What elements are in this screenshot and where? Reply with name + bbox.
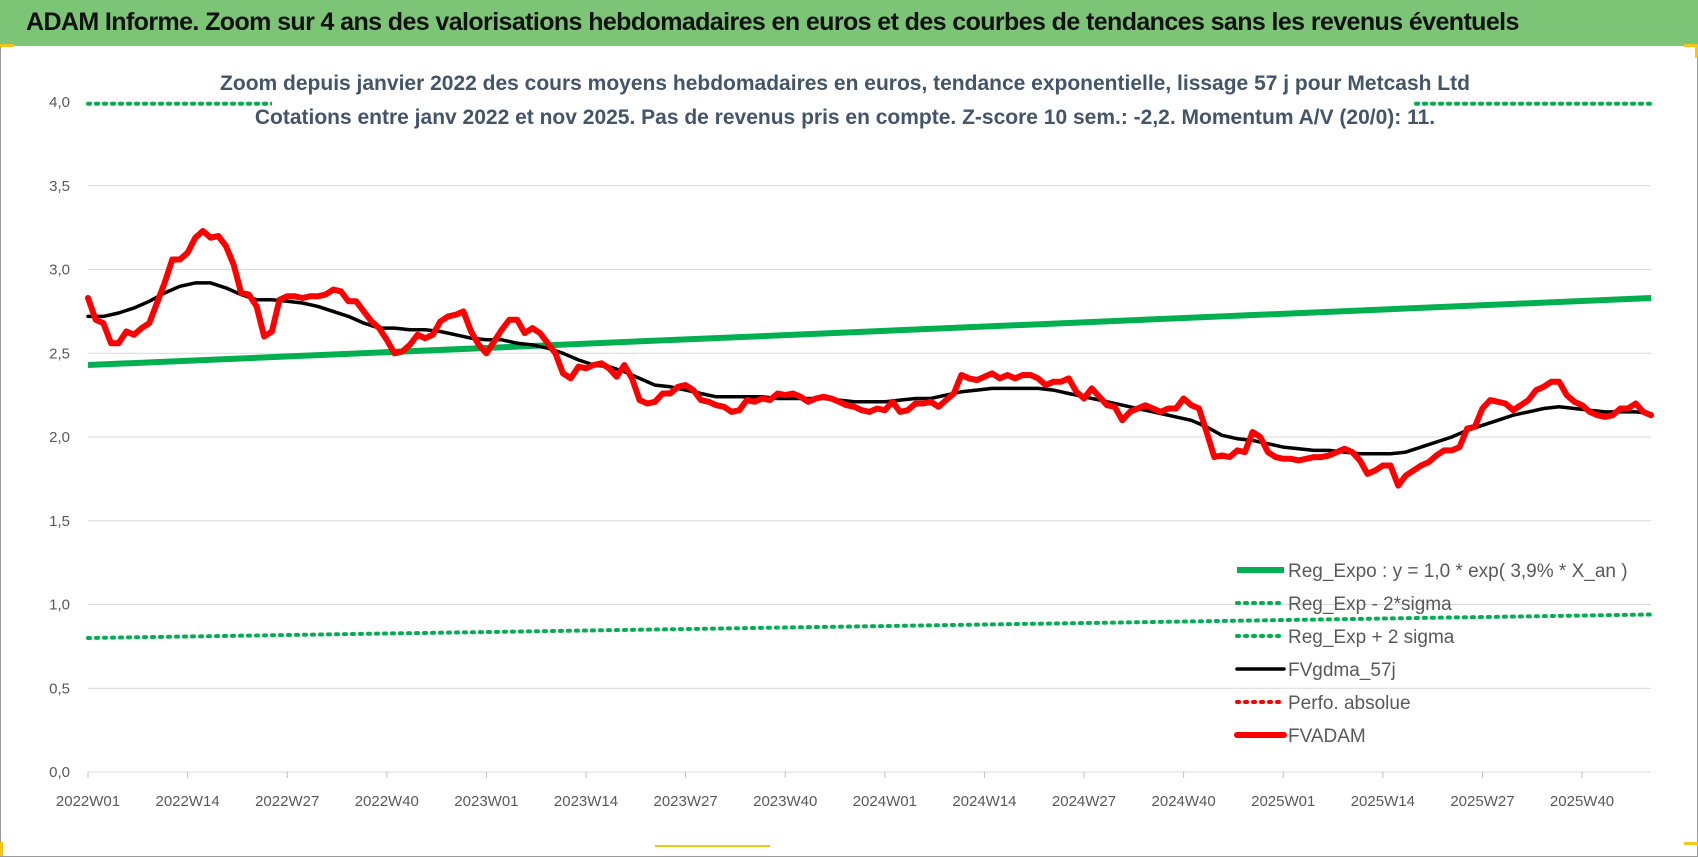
y-tick-label: 0,0 (49, 764, 70, 781)
x-tick-label: 2024W27 (1052, 793, 1116, 810)
legend-reg-exp-plus-2sigma-label: Reg_Exp + 2 sigma (1288, 627, 1455, 648)
corner-mark-bottom-right (1684, 842, 1698, 845)
chart-title-line-1: Zoom depuis janvier 2022 des cours moyen… (220, 72, 1470, 95)
corner-mark-top-right (1684, 44, 1698, 47)
corner-mark-bottom-left (0, 842, 3, 856)
legend-reg-exp-minus-2sigma-label: Reg_Exp - 2*sigma (1288, 594, 1452, 615)
y-tick-label: 1,0 (49, 597, 70, 614)
series-line-5 (85, 228, 1654, 489)
series-line-0 (87, 295, 1652, 368)
x-tick-label: 2022W01 (56, 793, 120, 810)
banner: ADAM Informe. Zoom sur 4 ans des valoris… (0, 0, 1698, 46)
x-tick-label: 2023W40 (753, 793, 817, 810)
y-tick-label: 2,5 (49, 345, 70, 362)
chart-title-background (272, 64, 1414, 136)
series-layer (85, 101, 1654, 640)
x-tick-label: 2025W40 (1550, 793, 1614, 810)
legend-perfo-absolue-label: Perfo. absolue (1288, 693, 1411, 714)
x-tick-label: 2025W01 (1251, 793, 1315, 810)
x-tick-label: 2022W27 (255, 793, 319, 810)
corner-mark-bottom-mid (655, 845, 770, 847)
x-tick-label: 2025W27 (1450, 793, 1514, 810)
corner-mark-right (1695, 44, 1698, 58)
legend: Reg_Expo : y = 1,0 * exp( 3,9% * X_an ) R… (1234, 561, 1628, 747)
legend-fvgdma-57j-label: FVgdma_57j (1288, 660, 1396, 681)
y-tick-label: 1,5 (49, 513, 70, 530)
x-tick-label: 2024W01 (853, 793, 917, 810)
gridlines (87, 101, 1651, 778)
legend-reg-expo-label: Reg_Expo : y = 1,0 * exp( 3,9% * X_an ) (1288, 561, 1628, 582)
y-tick-label: 3,5 (49, 178, 70, 195)
y-tick-label: 4,0 (49, 94, 70, 111)
corner-mark-top-left (0, 44, 14, 47)
banner-title: ADAM Informe. Zoom sur 4 ans des valoris… (26, 8, 1519, 36)
y-tick-label: 2,0 (49, 429, 70, 446)
y-tick-label: 0,5 (49, 680, 70, 697)
x-tick-label: 2022W40 (355, 793, 419, 810)
y-tick-label: 3,0 (49, 262, 70, 279)
x-tick-label: 2024W40 (1152, 793, 1216, 810)
x-tick-label: 2025W14 (1351, 793, 1415, 810)
x-tick-label: 2024W14 (952, 793, 1016, 810)
axis-labels: 0,0 0,5 1,0 1,5 2,0 2,5 3,0 3,5 4,0 2022W01 2022W1… (49, 94, 1614, 810)
series-line-3 (86, 281, 1653, 456)
x-tick-label: 2023W01 (454, 793, 518, 810)
series-line-1 (86, 612, 1653, 640)
x-tick-label: 2023W27 (654, 793, 718, 810)
x-tick-label: 2022W14 (155, 793, 219, 810)
chart-title-line-2: Cotations entre janv 2022 et nov 2025. P… (255, 106, 1435, 129)
x-tick-label: 2023W14 (554, 793, 618, 810)
legend-fvadam-label: FVADAM (1288, 726, 1366, 747)
